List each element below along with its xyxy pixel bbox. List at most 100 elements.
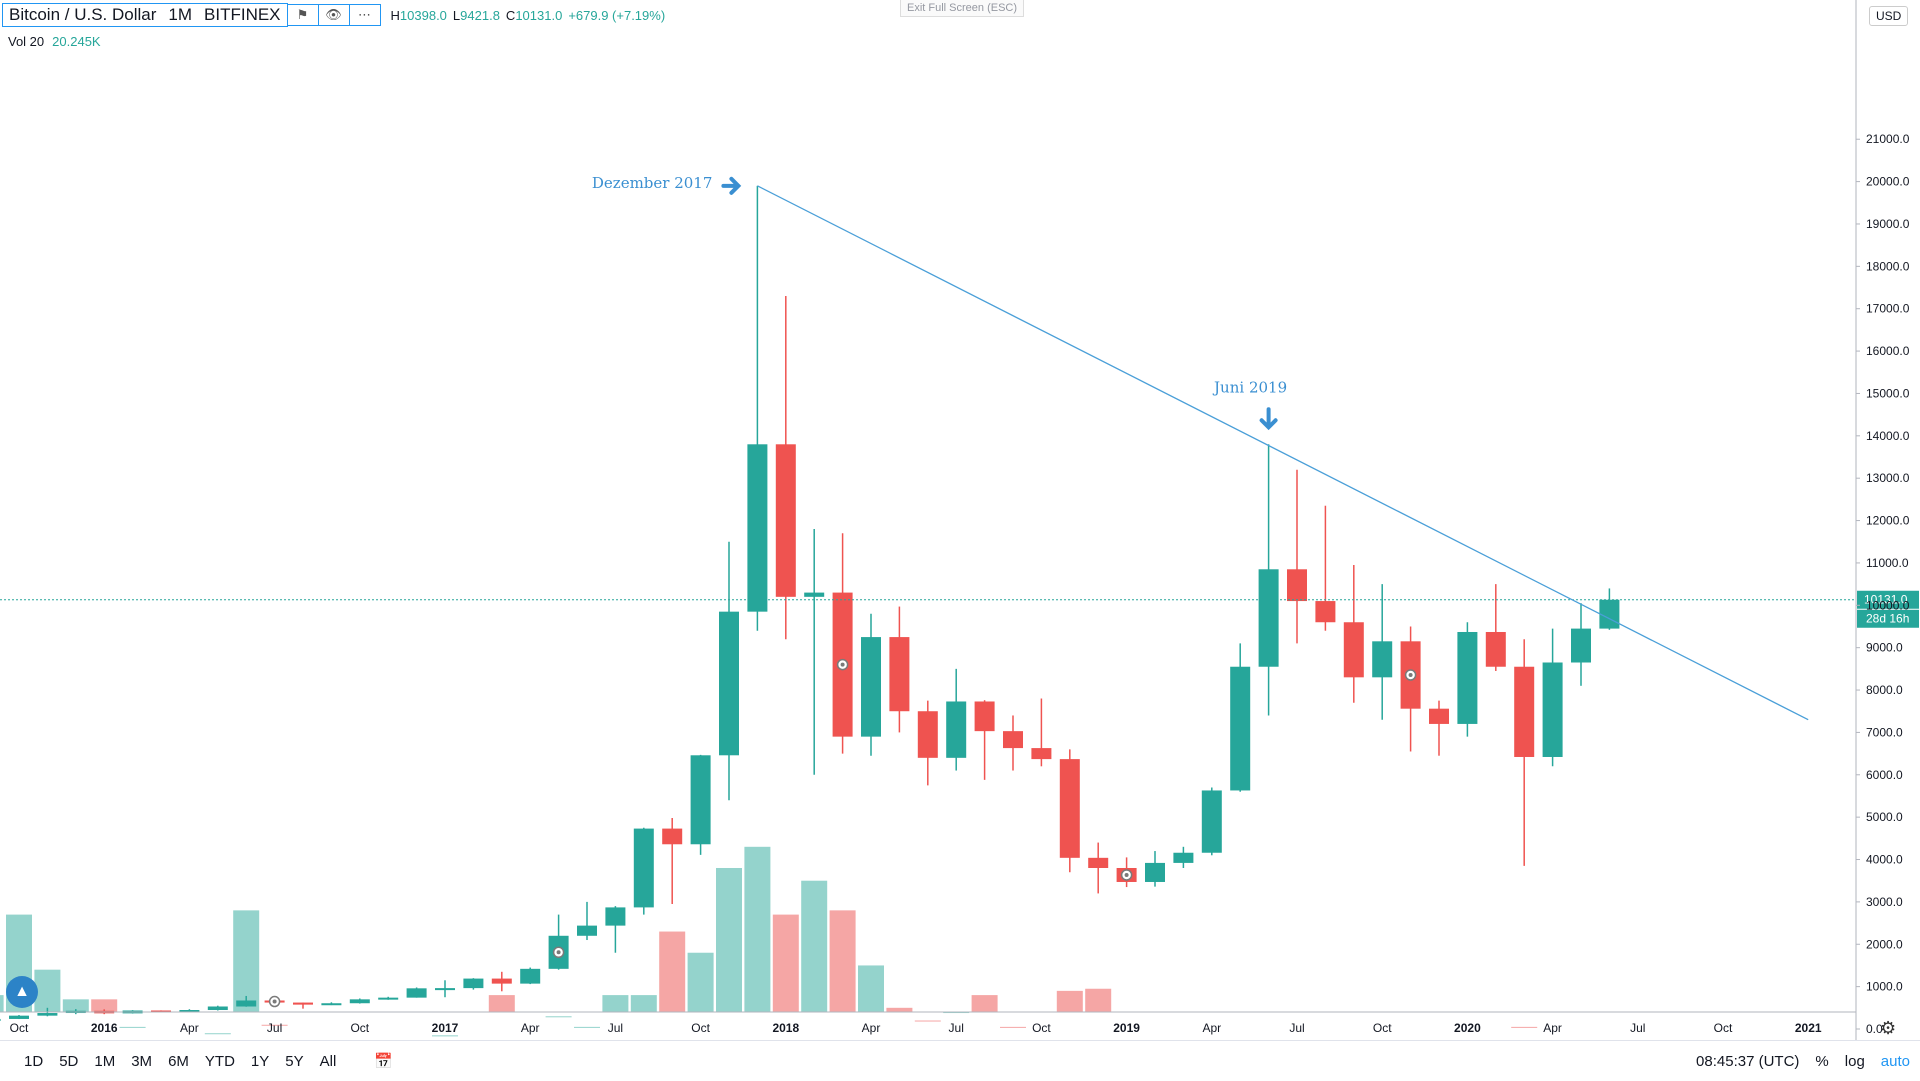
candle-body [1287, 569, 1307, 602]
candle-body [1457, 631, 1478, 724]
high-value: 10398.0 [399, 7, 447, 23]
candle-body [151, 1010, 171, 1013]
price-tick-label: 9000.0 [1866, 641, 1903, 655]
event-marker-dot [556, 950, 561, 955]
range-button[interactable]: 3M [131, 1052, 153, 1070]
volume-bar [858, 965, 884, 1012]
volume-bar [772, 914, 799, 1012]
volume-label: Vol 20 [8, 34, 45, 49]
time-tick-label: Oct [1032, 1021, 1051, 1035]
price-tick-label: 2000.0 [1866, 937, 1903, 951]
candle-body [605, 907, 626, 926]
price-chart[interactable]: 10131.0 28d 16h Dezember 2017 Juni 2019 210… [0, 0, 1920, 1040]
symbol-name: Bitcoin / U.S. Dollar [9, 5, 157, 24]
time-tick-label: 2021 [1795, 1021, 1822, 1035]
volume-bar [829, 910, 856, 1012]
candle-body [321, 1003, 342, 1006]
volume-legend: Vol 20 20.245K [8, 34, 101, 49]
low-value: 9421.8 [460, 7, 500, 23]
price-tick-label: 15000.0 [1866, 386, 1910, 400]
exit-fullscreen-button[interactable]: Exit Full Screen (ESC) [900, 0, 1025, 17]
candle-body [690, 755, 711, 845]
candle-body [1372, 641, 1393, 678]
range-button[interactable]: 6M [168, 1052, 189, 1070]
time-tick-label: Apr [1543, 1021, 1562, 1035]
candle-body [37, 1013, 58, 1016]
flag-icon[interactable]: ⚑ [287, 4, 319, 26]
eye-icon[interactable]: 👁 [318, 4, 350, 26]
time-tick-label: Oct [1373, 1021, 1392, 1035]
range-button[interactable]: 5D [59, 1052, 79, 1070]
candle-body [1031, 748, 1052, 760]
range-button[interactable]: 1M [94, 1052, 116, 1070]
volume-value: 20.245K [52, 34, 101, 49]
candle-body [1088, 857, 1109, 868]
symbol-box[interactable]: Bitcoin / U.S. Dollar 1M BITFINEX [2, 3, 288, 27]
volume-bar [204, 1033, 231, 1035]
range-button[interactable]: 1Y [250, 1052, 270, 1070]
range-button[interactable]: YTD [204, 1052, 235, 1070]
log-toggle[interactable]: log [1844, 1052, 1865, 1070]
candle-body [775, 444, 796, 597]
time-tick-label: Oct [10, 1021, 29, 1035]
time-tick-label: 2016 [91, 1021, 118, 1035]
time-tick-label: Jul [1289, 1021, 1304, 1035]
candle-body [1599, 599, 1620, 629]
price-tick-label: 20000.0 [1866, 175, 1910, 189]
candle-body [662, 828, 683, 845]
price-tick-label: 6000.0 [1866, 768, 1903, 782]
percent-toggle[interactable]: % [1815, 1052, 1829, 1070]
countdown-label: 28d 16h [1866, 612, 1909, 626]
volume-bar [34, 969, 61, 1012]
volume-bar [261, 1024, 288, 1026]
candle-body [463, 978, 484, 989]
price-tick-label: 14000.0 [1866, 429, 1910, 443]
tradingview-logo-icon[interactable]: ▲ [6, 976, 38, 1008]
calendar-icon[interactable]: 📅 [374, 1053, 393, 1070]
range-button[interactable]: All [319, 1052, 337, 1070]
candle-body [491, 978, 512, 984]
event-marker-dot [840, 662, 845, 667]
annotation-juni-2019: Juni 2019 [1212, 378, 1287, 396]
volume-bar [630, 995, 657, 1012]
countdown-tag [1857, 609, 1919, 628]
price-tick-label: 18000.0 [1866, 259, 1910, 273]
currency-button[interactable]: USD [1869, 6, 1909, 26]
candle-body [1173, 852, 1194, 863]
time-tick-label: Oct [350, 1021, 369, 1035]
candle-body [1571, 628, 1591, 663]
gear-icon[interactable]: ⚙ [1880, 1018, 1897, 1038]
candle-body [719, 611, 739, 756]
change-value: +679.9 (+7.19%) [568, 7, 666, 23]
range-button[interactable]: 1D [24, 1052, 44, 1070]
time-tick-label: Oct [691, 1021, 710, 1035]
time-tick-label: Oct [1714, 1021, 1733, 1035]
time-tick-label: 2018 [772, 1021, 799, 1035]
volume-bar [687, 952, 714, 1012]
candle-body [236, 1000, 257, 1007]
symbol-legend: Bitcoin / U.S. Dollar 1M BITFINEX ⚑ 👁 ⋯ … [2, 3, 666, 27]
candle-body [378, 997, 399, 1000]
auto-toggle[interactable]: auto [1880, 1052, 1910, 1070]
range-button[interactable]: 5Y [285, 1052, 304, 1070]
time-tick-label: Jul [608, 1021, 623, 1035]
arrow-right-icon [721, 176, 742, 195]
price-tick-label: 8000.0 [1866, 683, 1903, 697]
price-tick-label: 7000.0 [1866, 725, 1903, 739]
range-buttons: 1D 5D 1M 3M 6M YTD 1Y 5Y All [16, 1053, 344, 1070]
candle-body [179, 1010, 200, 1013]
candle-body [349, 999, 370, 1004]
price-tick-label: 11000.0 [1866, 556, 1909, 570]
candle-body [804, 592, 825, 597]
exchange-label: BITFINEX [204, 5, 281, 24]
volume-bar [1056, 990, 1083, 1012]
volume-bar [886, 1007, 913, 1012]
volume-bar [1511, 1026, 1538, 1028]
volume-bar [545, 1016, 572, 1018]
arrow-down-icon [1259, 407, 1278, 431]
time-tick-label: Apr [862, 1021, 881, 1035]
current-price-tag [1857, 590, 1919, 609]
price-tick-label: 5000.0 [1866, 810, 1903, 824]
candle-body [917, 711, 938, 758]
more-icon[interactable]: ⋯ [349, 4, 381, 26]
